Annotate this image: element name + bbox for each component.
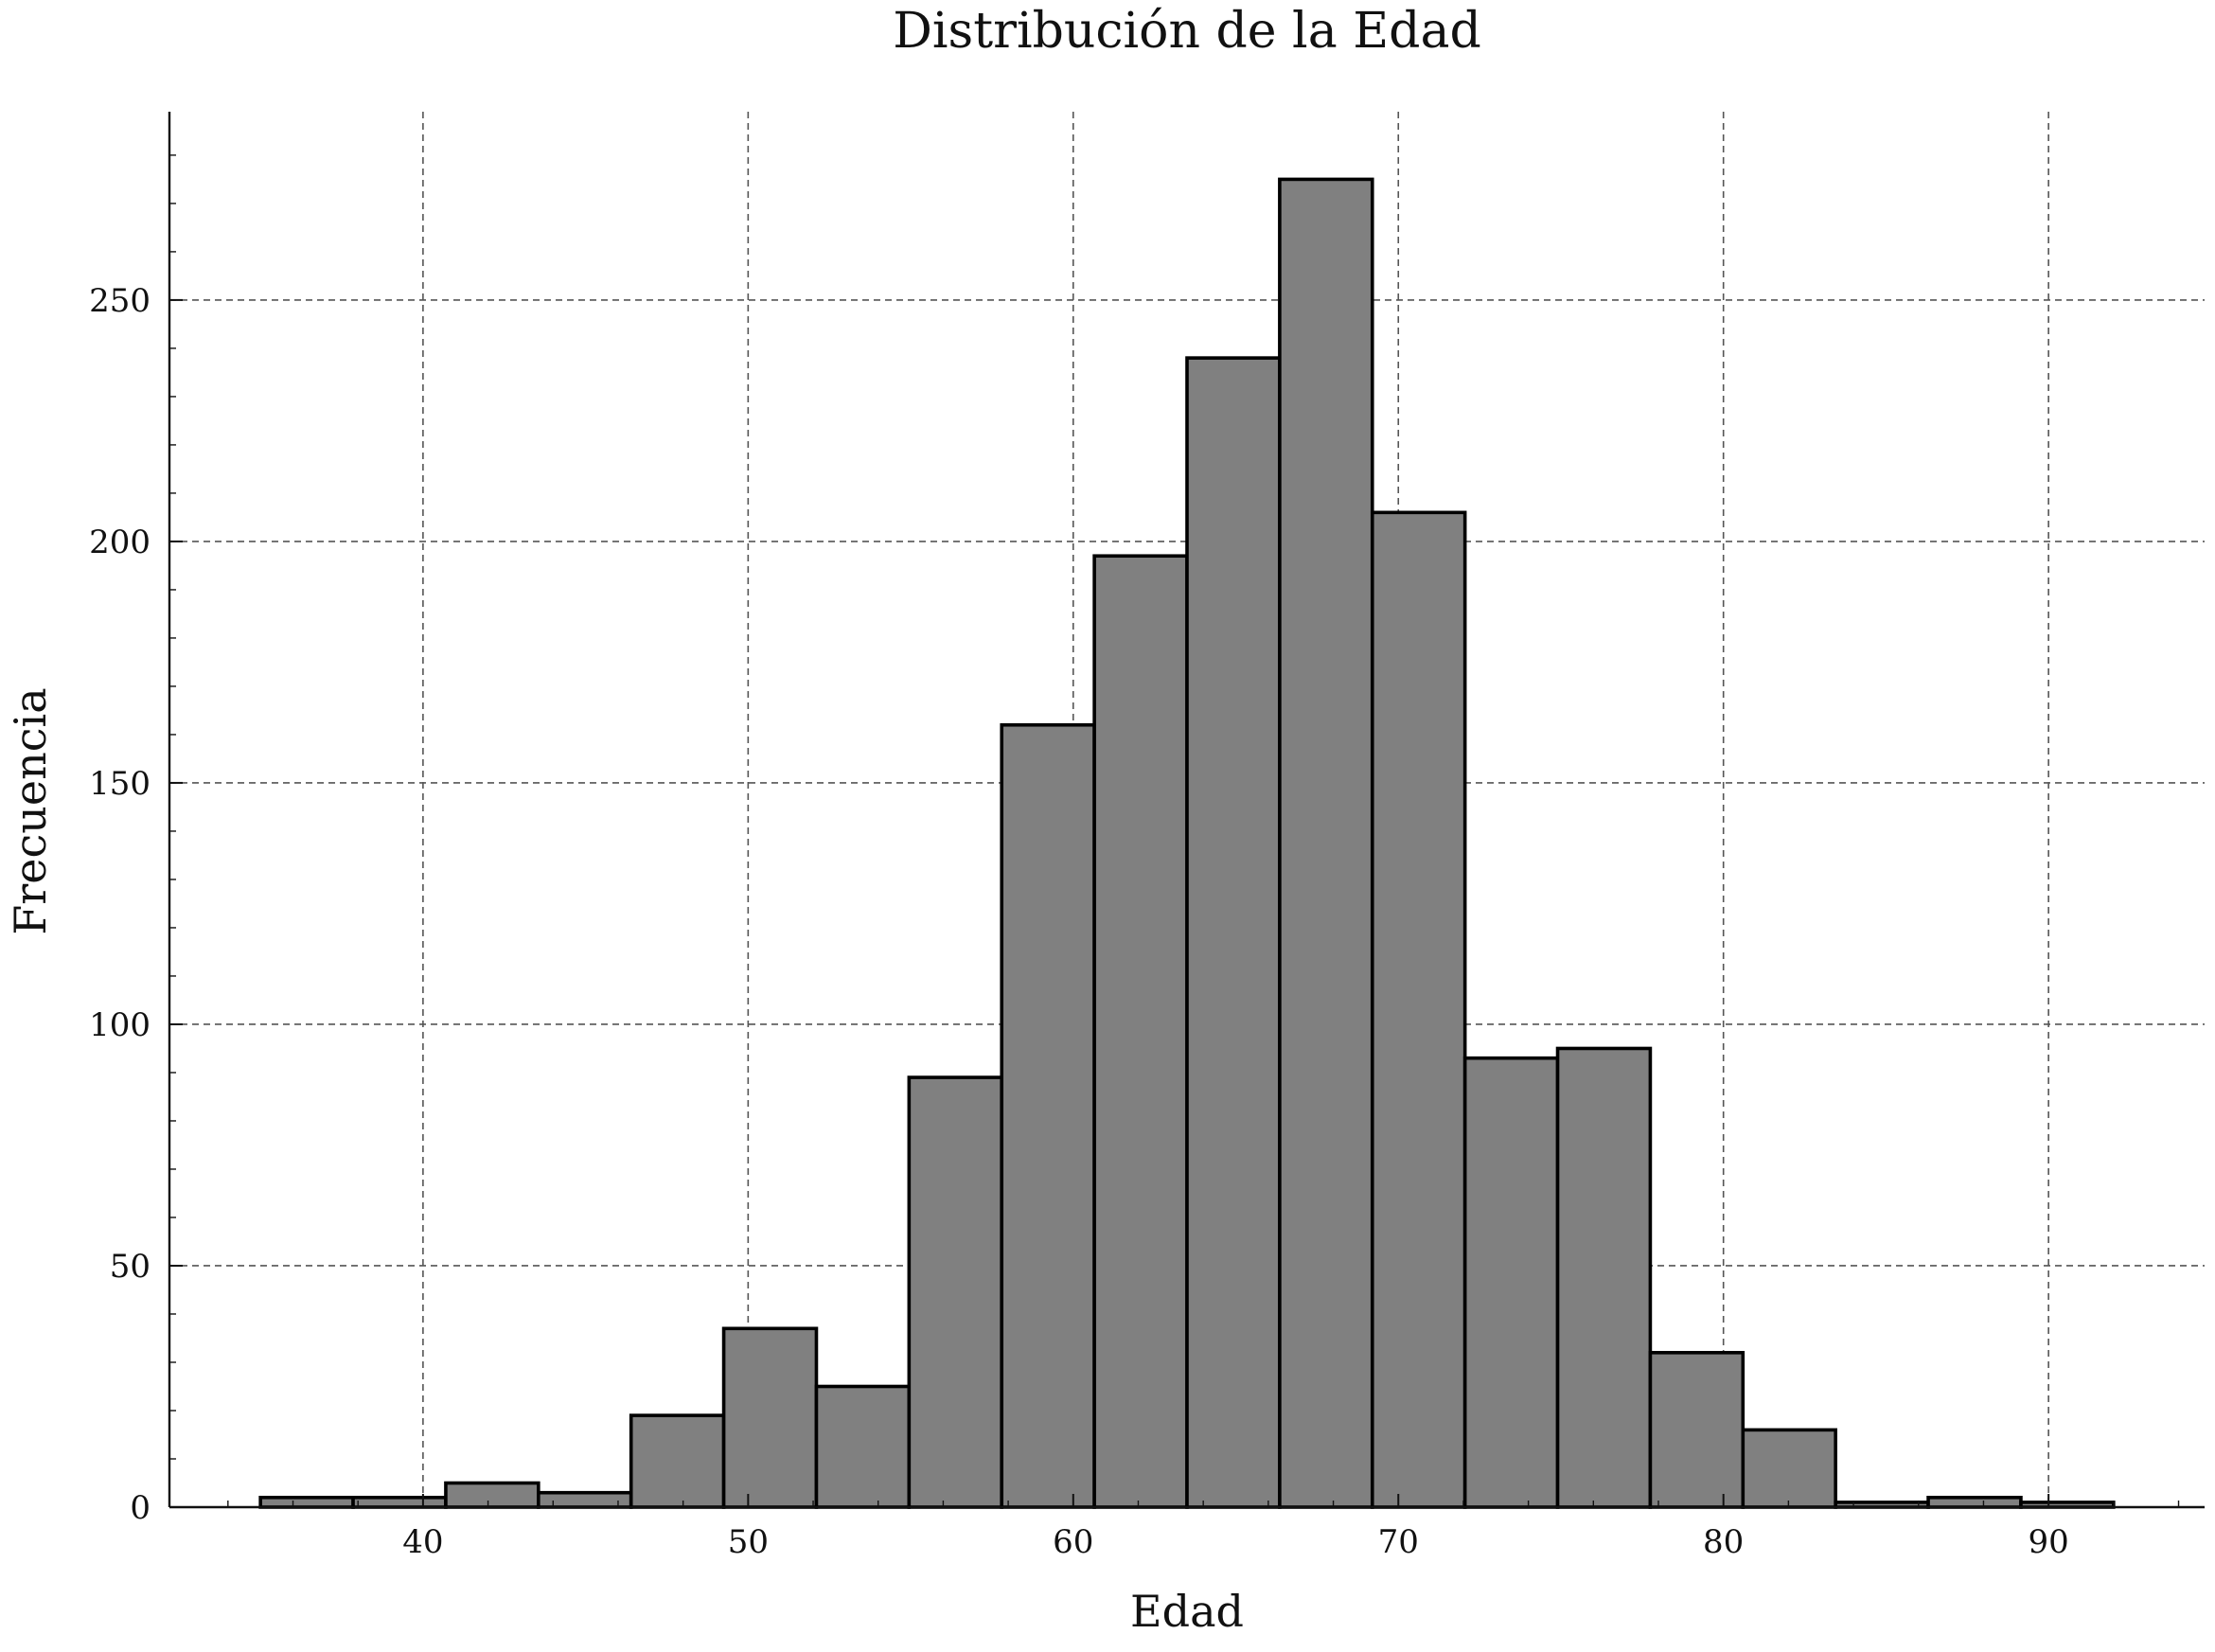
histogram-bar [1462,1056,1560,1509]
histogram-bar [1741,1428,1837,1509]
histogram-bar [1648,1350,1745,1509]
y-axis-label: Frecuencia [5,687,56,934]
y-tick-label: 150 [89,765,151,803]
x-tick-label: 70 [1378,1523,1419,1561]
x-tick-label: 90 [2029,1523,2069,1561]
histogram-bar [351,1495,448,1509]
x-tick-label: 60 [1053,1523,1093,1561]
histogram-bar [1185,356,1282,1509]
histogram-bar [444,1481,540,1509]
histogram-bar [907,1075,1004,1509]
tick-labels: 40 50 60 70 80 90 0 50 100 150 200 250 [89,282,2069,1561]
histogram-bar [1278,177,1374,1509]
x-axis-label: Edad [1130,1586,1244,1637]
y-tick-label: 250 [89,282,151,320]
x-tick-label: 40 [402,1523,443,1561]
histogram-bar [721,1326,819,1509]
histogram-bar [537,1490,633,1509]
axes [168,112,2205,1509]
y-tick-label: 200 [89,524,151,561]
histogram-bar [1000,722,1096,1509]
y-tick-label: 50 [110,1248,151,1286]
histogram-bar [258,1495,355,1509]
x-tick-label: 50 [728,1523,769,1561]
y-tick-label: 0 [130,1489,151,1527]
histogram-bar [1926,1495,2023,1509]
histogram-bar [1092,554,1189,1509]
histogram-bar [1370,510,1467,1509]
chart-title: Distribución de la Edad [893,3,1481,60]
y-tick-label: 100 [89,1006,151,1044]
histogram-bar [1555,1046,1653,1509]
histogram-bar [629,1413,726,1509]
x-tick-label: 80 [1703,1523,1744,1561]
histogram-bar [814,1384,912,1509]
histogram-bars [258,177,2116,1509]
